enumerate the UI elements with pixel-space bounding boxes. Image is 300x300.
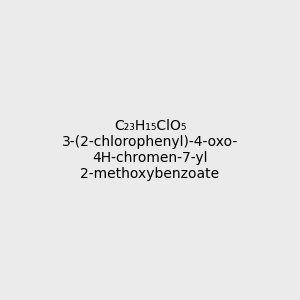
Text: C₂₃H₁₅ClO₅
3-(2-chlorophenyl)-4-oxo-
4H-chromen-7-yl
2-methoxybenzoate: C₂₃H₁₅ClO₅ 3-(2-chlorophenyl)-4-oxo- 4H-… xyxy=(62,119,238,181)
